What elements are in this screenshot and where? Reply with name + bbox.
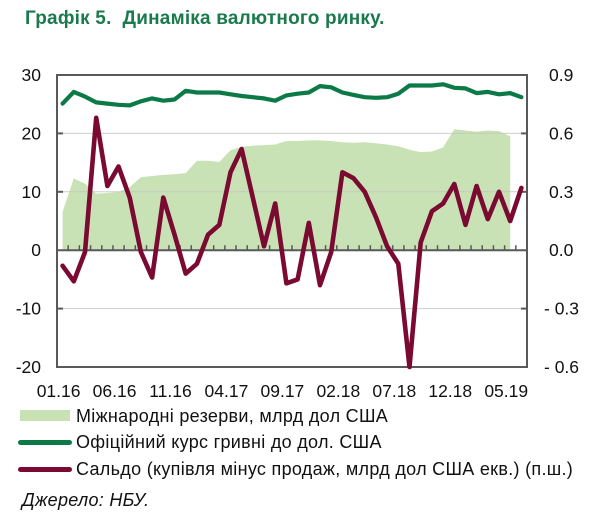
legend-green-line-icon bbox=[18, 440, 72, 445]
x-axis-label: 02.18 bbox=[316, 381, 360, 401]
plot-frame bbox=[56, 74, 528, 368]
reserves-area-series bbox=[62, 129, 511, 251]
legend-area-swatch-icon bbox=[20, 410, 70, 421]
right-axis-label: 0.0 bbox=[549, 240, 574, 260]
legend-item-exchange-rate: Офіційний курс гривні до дол. США bbox=[0, 430, 609, 454]
x-axis-label: 05.19 bbox=[484, 381, 528, 401]
right-axis-label: - 0.6 bbox=[544, 357, 579, 377]
left-axis-label: 20 bbox=[22, 123, 42, 143]
left-axis-label: -10 bbox=[16, 299, 42, 319]
x-axis-label: 06.16 bbox=[93, 381, 137, 401]
x-axis-label: 11.16 bbox=[149, 381, 192, 401]
right-axis-label: - 0.3 bbox=[544, 299, 579, 319]
legend-item-reserves: Міжнародні резерви, млрд дол США bbox=[0, 404, 609, 428]
right-axis-label: 0.3 bbox=[549, 182, 573, 202]
left-axis-label: 30 bbox=[22, 65, 42, 85]
legend-label-net-balance: Сальдо (купівля мінус продаж, млрд дол С… bbox=[76, 459, 574, 479]
x-axis-label: 12.18 bbox=[428, 381, 472, 401]
legend-item-net-balance: Сальдо (купівля мінус продаж, млрд дол С… bbox=[0, 457, 609, 481]
legend-label-reserves: Міжнародні резерви, млрд дол США bbox=[76, 406, 389, 426]
legend-label-exchange-rate: Офіційний курс гривні до дол. США bbox=[76, 432, 382, 452]
exchange-rate-line-series bbox=[60, 82, 524, 108]
x-axis-label: 07.18 bbox=[372, 381, 416, 401]
chart-title: Графік 5. Динаміка валютного ринку. bbox=[25, 8, 385, 29]
source-note: Джерело: НБУ. bbox=[22, 490, 150, 510]
left-axis-label: -20 bbox=[16, 357, 42, 377]
x-axis-label: 01.16 bbox=[37, 381, 81, 401]
legend-red-line-icon bbox=[18, 467, 72, 472]
net-balance-line-series bbox=[60, 115, 524, 370]
left-axis-label: 10 bbox=[22, 182, 42, 202]
right-axis-label: 0.9 bbox=[549, 65, 573, 85]
x-axis-label: 04.17 bbox=[205, 381, 249, 401]
right-axis-label: 0.6 bbox=[549, 123, 573, 143]
chart-plot: 30 20 10 0 -10 -20 0.9 0.6 0.3 0.0 - 0.3 - 0.6 01.16… bbox=[16, 65, 579, 401]
left-axis-label: 0 bbox=[31, 240, 41, 260]
x-axis-label: 09.17 bbox=[261, 381, 305, 401]
